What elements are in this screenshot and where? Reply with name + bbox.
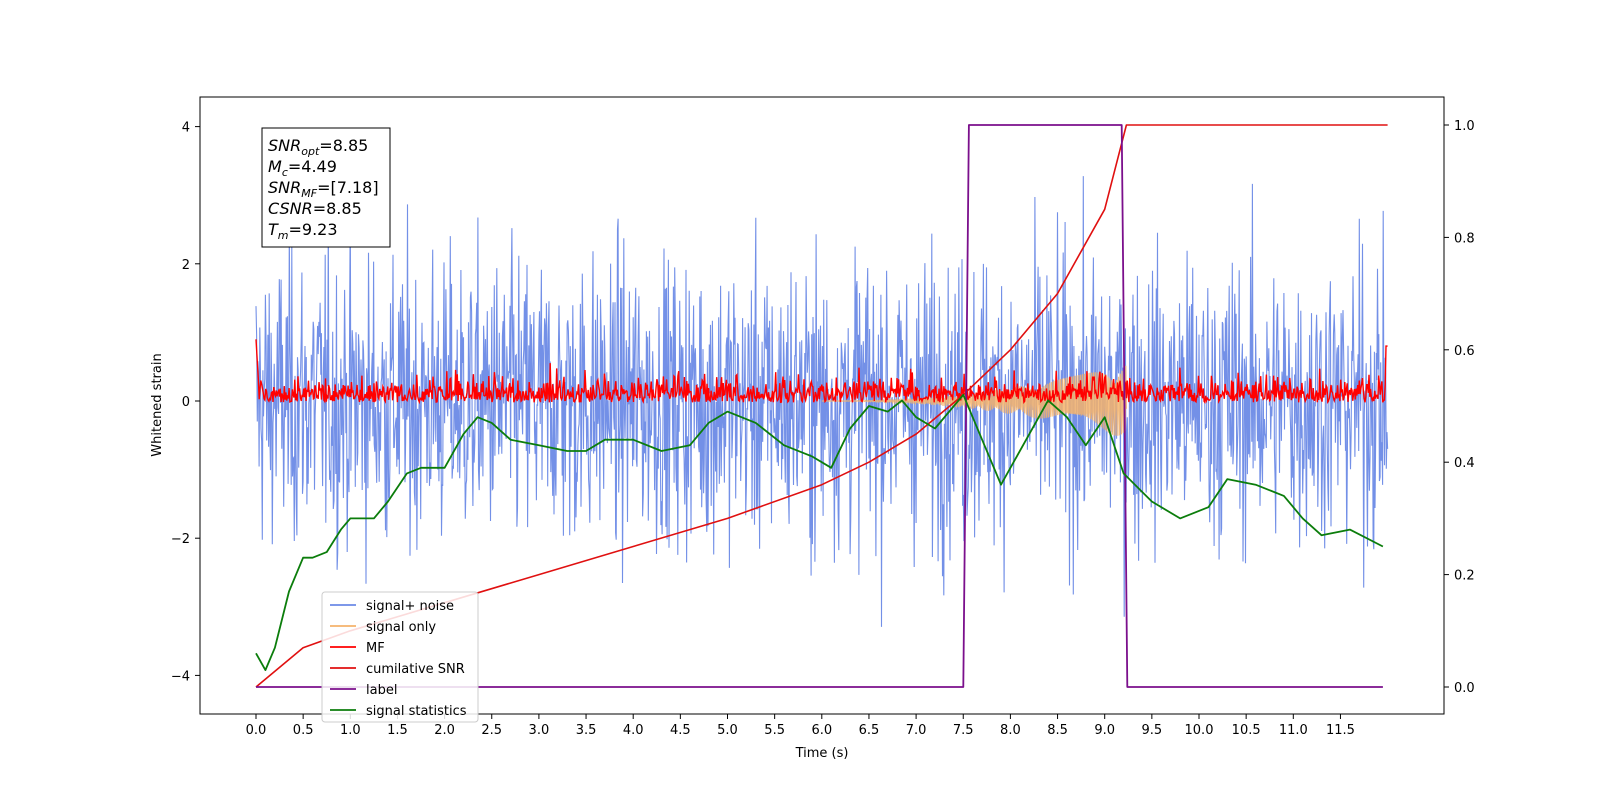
legend-label: cumilative SNR [366,662,465,677]
y-right-tick-label: 0.8 [1454,231,1475,246]
x-tick-label: 10.0 [1185,723,1214,738]
y-left-tick-label: 4 [182,121,190,136]
info-line: SNRopt=8.85 [268,136,368,158]
x-tick-label: 0.0 [246,723,267,738]
y-left-tick-label: −2 [171,532,190,547]
y-left-tick-label: 0 [182,395,190,410]
x-tick-label: 8.0 [1000,723,1021,738]
x-axis-label: Time (s) [795,746,849,761]
info-line: Mc=4.49 [268,157,337,179]
x-tick-label: 10.5 [1232,723,1261,738]
y-right-tick-label: 0.4 [1454,456,1475,471]
x-tick-label: 11.0 [1279,723,1308,738]
x-tick-label: 2.5 [481,723,502,738]
info-line: SNRMF=[7.18] [268,178,379,200]
x-tick-label: 1.5 [387,723,408,738]
y-right-tick-label: 1.0 [1454,119,1475,134]
y-axis-label: Whitened strain [150,353,165,456]
x-tick-label: 6.0 [811,723,832,738]
x-tick-label: 0.5 [293,723,314,738]
y-right-tick-label: 0.0 [1454,681,1475,696]
y-left-tick-label: −4 [171,669,190,684]
info-line: CSNR=8.85 [268,199,362,218]
x-tick-label: 5.5 [764,723,785,738]
x-tick-label: 9.5 [1142,723,1163,738]
x-tick-label: 5.0 [717,723,738,738]
x-tick-label: 7.5 [953,723,974,738]
x-tick-label: 1.0 [340,723,361,738]
x-tick-label: 8.5 [1047,723,1068,738]
legend-label: signal statistics [366,704,467,719]
x-tick-label: 2.0 [434,723,455,738]
legend-label: signal only [366,620,436,635]
x-tick-label: 3.0 [529,723,550,738]
info-box-frame [261,127,391,248]
x-tick-label: 4.0 [623,723,644,738]
series-signal-statistics [255,393,1384,671]
series-signal-only [821,365,1127,436]
series-signal-noise [255,176,1389,627]
series-mf [255,339,1388,405]
axis-ticks: 0.0 0.5 1.0 1.5 2.0 2.5 3.0 3.5 4.0 4.5 5.0 5.5 6.0 6… [171,119,1475,738]
info-line: Tm=9.23 [268,220,338,242]
legend: signal+ noise signal only MF cumilative SNR… [321,591,479,723]
y-left-tick-label: 2 [182,258,190,273]
x-tick-label: 7.0 [906,723,927,738]
legend-frame [321,591,479,723]
x-tick-label: 11.5 [1326,723,1355,738]
legend-label: MF [366,641,385,656]
x-tick-label: 3.5 [576,723,597,738]
x-tick-label: 6.5 [859,723,880,738]
legend-label: signal+ noise [366,599,454,614]
legend-label: label [366,683,397,698]
series-label [256,124,1383,688]
x-tick-label: 9.0 [1094,723,1115,738]
y-right-tick-label: 0.2 [1454,569,1475,584]
y-right-tick-label: 0.6 [1454,344,1475,359]
x-tick-label: 4.5 [670,723,691,738]
